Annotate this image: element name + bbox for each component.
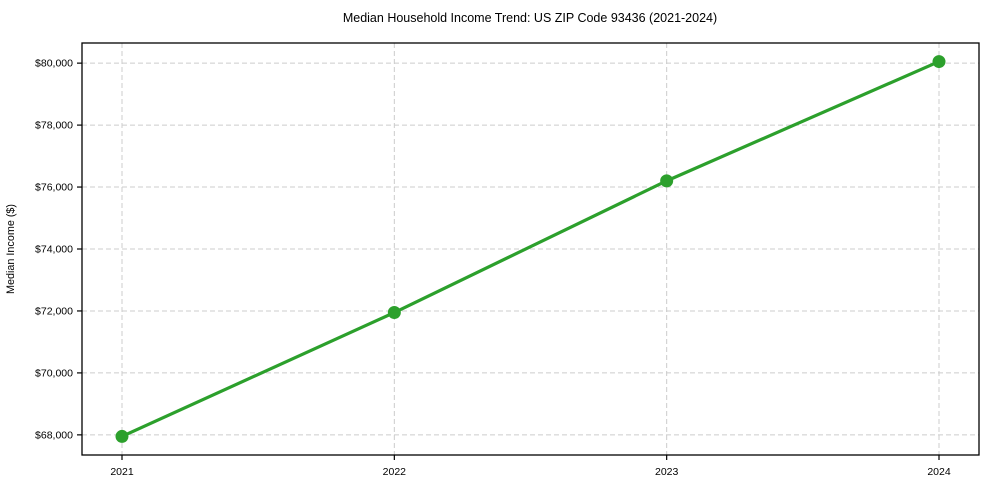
y-tick-label: $80,000	[35, 58, 73, 70]
x-tick-label: 2021	[110, 466, 134, 478]
x-tick-label: 2022	[383, 466, 407, 478]
y-tick-label: $68,000	[35, 429, 73, 441]
data-point	[932, 55, 946, 69]
chart-title: Median Household Income Trend: US ZIP Co…	[343, 11, 717, 25]
y-tick-label: $76,000	[35, 182, 73, 194]
gridlines	[82, 43, 979, 455]
y-tick-label: $72,000	[35, 306, 73, 318]
trend-line	[120, 59, 941, 439]
data-point	[660, 174, 674, 188]
y-axis-label: Median Income ($)	[5, 204, 17, 294]
y-tick-label: $78,000	[35, 120, 73, 132]
plot-border	[81, 42, 980, 456]
data-point	[387, 306, 401, 320]
x-tick-label: 2023	[655, 466, 679, 478]
axes	[77, 42, 980, 460]
data-series	[115, 55, 946, 443]
y-tick-label: $70,000	[35, 368, 73, 380]
data-point	[115, 429, 129, 443]
x-tick-label: 2024	[927, 466, 951, 478]
tick-labels: $68,000 $70,000 $72,000 $74,000 $76,000 $78,0…	[35, 58, 951, 478]
y-tick-label: $74,000	[35, 244, 73, 256]
